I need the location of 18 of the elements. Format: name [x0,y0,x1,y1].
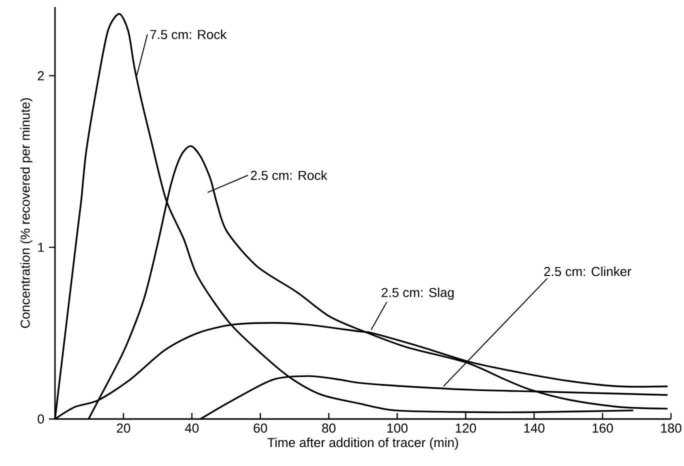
x-tick-label: 40 [184,424,199,433]
x-axis-title: Time after addition of tracer (min) [267,438,458,450]
y-tick-label: 1 [38,242,44,252]
y-tick-label: 2 [38,71,44,80]
text: 2.5 cm: Slag [382,288,454,300]
x-tick-label: 160 [592,424,613,433]
y-tick-label: 0 [38,414,44,424]
legend-label: 2.5 cm: Rock [250,170,328,180]
x-tick-label: 120 [456,424,476,433]
x-tick-label: 80 [322,424,336,433]
series-label: 7.5 cm: Rock [150,30,227,40]
text: 2.5 cm: Clinker [544,266,632,276]
x-tick-label: 140 [524,424,544,433]
x-tick-label: 180 [661,424,682,433]
x-tick-label: 100 [387,424,408,433]
x-tick-label: 20 [116,424,130,433]
y-axis-title: Concentration (% recovered per minute) [20,98,32,328]
x-tick-label: 60 [254,424,268,433]
